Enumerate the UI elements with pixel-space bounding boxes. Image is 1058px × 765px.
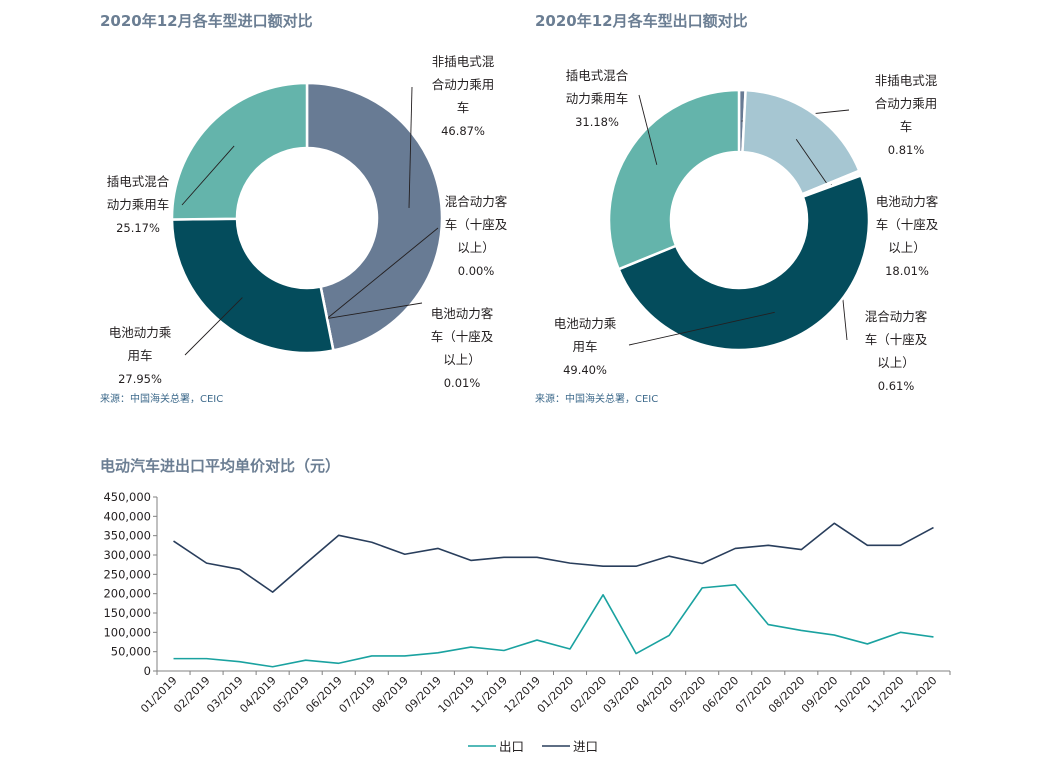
import-slice-4: [170, 81, 309, 221]
import-leader-4: [181, 145, 235, 206]
export-donut-chart: 非插电式混合动力乘用车0.81%电池动力客车（十座及以上）18.01%混合动力客…: [554, 68, 939, 393]
import-slice-value-0: 46.87%: [441, 124, 485, 138]
export-slice-label-1: 电池动力客: [876, 194, 939, 209]
export-slice-label-1: 以上）: [888, 240, 926, 255]
export-slice-label-2: 混合动力客: [865, 309, 928, 324]
import-slice-label-1: 混合动力客: [445, 194, 508, 209]
import-donut-chart: 非插电式混合动力乘用车46.87%混合动力客车（十座及以上）0.00%电池动力客…: [107, 54, 508, 390]
import-pie-source: 来源：中国海关总署，CEIC: [100, 394, 224, 405]
y-tick-label: 150,000: [103, 606, 151, 620]
export-slice-label-2: 车（十座及: [865, 332, 928, 347]
export-slice-label-0: 合动力乘用: [875, 96, 938, 111]
x-tick-label: 12/2020: [898, 674, 940, 716]
export-pie-title: 2020年12月各车型出口额对比: [535, 12, 748, 30]
import-slice-label-4: 插电式混合: [107, 174, 170, 189]
import-slice-label-3: 电池动力乘: [109, 325, 172, 340]
export-slice-value-0: 0.81%: [888, 143, 925, 157]
price-line-chart: 0 50,000 100,000 150,000 200,000 250,000 300,0…: [103, 490, 951, 754]
line-chart-title: 电动汽车进出口平均单价对比（元）: [100, 457, 341, 475]
import-slice-value-4: 25.17%: [116, 221, 160, 235]
export-slice-value-2: 0.61%: [878, 379, 915, 393]
export-leader-3: [628, 311, 775, 346]
y-tick-label: 350,000: [103, 529, 151, 543]
import-slice-value-3: 27.95%: [118, 372, 162, 386]
import-slice-value-2: 0.01%: [444, 376, 481, 390]
export-leader-4: [638, 94, 658, 165]
y-tick-label: 100,000: [103, 625, 151, 639]
export-slice-4: [607, 88, 741, 271]
import-leader-1: [326, 227, 439, 319]
y-tick-label: 0: [144, 664, 151, 678]
export-pie-source: 来源：中国海关总署，CEIC: [535, 394, 659, 405]
import-slice-label-3: 用车: [127, 348, 152, 363]
y-tick-label: 250,000: [103, 567, 151, 581]
y-tick-label: 450,000: [103, 490, 151, 504]
import-slice-label-0: 合动力乘用: [432, 77, 495, 92]
import-leader-3: [184, 297, 243, 356]
import-slice-label-0: 非插电式混: [432, 54, 495, 69]
legend-label-import: 进口: [573, 739, 598, 754]
export-slice-value-3: 49.40%: [563, 363, 607, 377]
y-tick-label: 50,000: [111, 645, 151, 659]
import-slice-label-1: 以上）: [457, 240, 495, 255]
export-slice-label-0: 非插电式混: [875, 73, 938, 88]
import-slice-label-0: 车: [457, 100, 470, 115]
export-slice-label-1: 车（十座及: [876, 217, 939, 232]
import-slice-label-4: 动力乘用车: [107, 197, 170, 212]
export-slice-value-4: 31.18%: [575, 115, 619, 129]
import-leader-2: [326, 302, 423, 319]
y-tick-label: 400,000: [103, 509, 151, 523]
import-slice-label-2: 以上）: [443, 352, 481, 367]
import-slice-3: [170, 217, 335, 355]
import-slice-value-1: 0.00%: [458, 264, 495, 278]
series-line-import: [173, 522, 934, 593]
import-slice-label-2: 车（十座及: [431, 329, 494, 344]
export-slice-value-1: 18.01%: [885, 264, 929, 278]
import-slice-label-1: 车（十座及: [445, 217, 508, 232]
y-tick-label: 300,000: [103, 548, 151, 562]
export-slice-label-2: 以上）: [877, 355, 915, 370]
export-slice-3: [617, 173, 871, 352]
export-slice-label-3: 电池动力乘: [554, 316, 617, 331]
legend-label-export: 出口: [499, 739, 524, 754]
export-slice-label-4: 插电式混合: [566, 68, 629, 83]
import-slice-0: [305, 81, 444, 352]
import-slice-label-2: 电池动力客: [431, 306, 494, 321]
export-slice-label-0: 车: [900, 119, 913, 134]
export-slice-label-4: 动力乘用车: [566, 91, 629, 106]
import-leader-0: [408, 86, 413, 208]
import-pie-title: 2020年12月各车型进口额对比: [100, 12, 313, 30]
y-tick-label: 200,000: [103, 587, 151, 601]
export-slice-label-3: 用车: [572, 339, 597, 354]
series-line-export: [173, 583, 934, 668]
